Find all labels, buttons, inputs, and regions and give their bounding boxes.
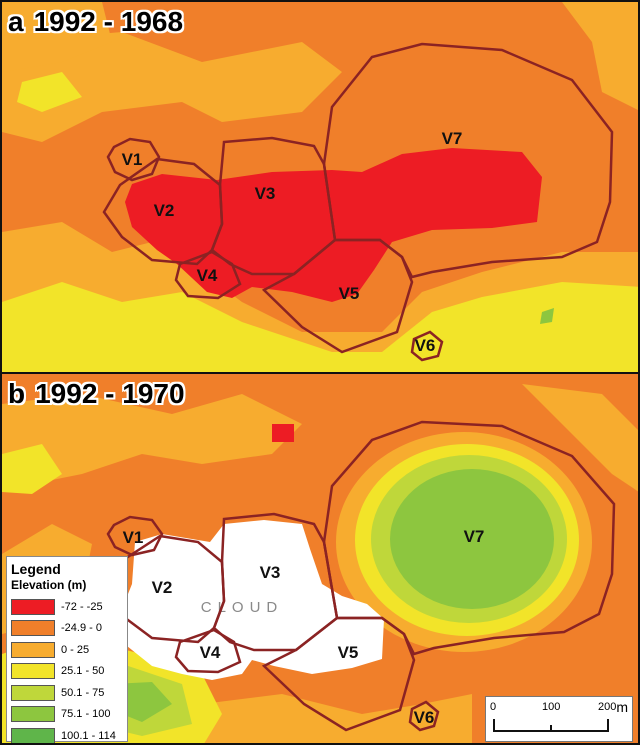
boundary-v1	[106, 137, 161, 182]
legend-item: 0 - 25	[11, 639, 123, 661]
zone-label-v1: V1	[123, 528, 144, 547]
boundary-v4	[174, 250, 242, 300]
legend-swatch	[11, 663, 55, 680]
scale-tick-label-200: 200	[598, 701, 617, 713]
map-a-canvas: V1 V2 V3 V4 V5 V6 V7	[2, 2, 638, 372]
legend-label: 100.1 - 114	[61, 729, 116, 742]
legend-item: 50.1 - 75	[11, 682, 123, 704]
panel-b-title: b 1992 - 1970	[8, 378, 185, 410]
zone-label-v2: V2	[154, 201, 175, 220]
scale-bar-line	[493, 719, 609, 732]
legend-swatch	[11, 706, 55, 723]
panel-b-letter: b	[8, 378, 26, 409]
zone-label-v6: V6	[414, 708, 435, 727]
zone-label-v2: V2	[152, 578, 173, 597]
zone-label-v3: V3	[255, 184, 276, 203]
boundary-v4	[174, 628, 242, 674]
map-b-zone-labels: V1 V2 V3 V4 V5 V6 V7	[123, 527, 485, 727]
panel-a-letter: a	[8, 6, 24, 37]
legend-item: -24.9 - 0	[11, 618, 123, 640]
boundary-v3	[212, 512, 339, 652]
map-b-region-red	[272, 424, 294, 442]
map-b-region-light	[202, 694, 472, 743]
legend-label: 75.1 - 100	[61, 708, 111, 721]
legend-label: -72 - -25	[61, 600, 103, 613]
map-a-region-yellow	[2, 282, 638, 372]
legend-swatch	[11, 684, 55, 701]
boundary-v7	[322, 420, 616, 656]
legend-swatch	[11, 598, 55, 615]
map-panel-a: V1 V2 V3 V4 V5 V6 V7 a 1992 - 1968	[0, 0, 640, 374]
map-b-region-light	[2, 394, 302, 484]
legend-label: -24.9 - 0	[61, 622, 102, 635]
legend-item: 75.1 - 100	[11, 704, 123, 726]
cloud-label: CLOUD	[201, 599, 284, 616]
legend-label: 0 - 25	[61, 643, 90, 656]
zone-label-v5: V5	[339, 284, 360, 303]
scale-tick-label-0: 0	[490, 701, 497, 713]
boundary-v6	[408, 700, 440, 732]
map-a-region-green	[540, 308, 554, 324]
legend-label: 50.1 - 75	[61, 686, 105, 699]
panel-a-title: a 1992 - 1968	[8, 6, 183, 38]
map-a-zone-labels: V1 V2 V3 V4 V5 V6 V7	[122, 129, 463, 355]
legend-item: -72 - -25	[11, 596, 123, 618]
legend-title: Legend	[11, 561, 61, 577]
legend-swatch	[11, 620, 55, 637]
map-a-region-yellow	[17, 72, 82, 112]
legend-subtitle: Elevation (m)	[11, 578, 87, 592]
legend-items: -72 - -25 -24.9 - 0 0 - 25 25.1 - 50 50.1 - …	[11, 596, 123, 743]
map-a-boundaries	[102, 42, 614, 362]
zone-label-v4: V4	[200, 643, 221, 662]
legend: Legend Elevation (m) -72 - -25 -24.9 - 0 0…	[6, 556, 128, 743]
boundary-v6	[410, 330, 444, 362]
boundary-v3	[210, 136, 337, 276]
map-b-region-light	[522, 384, 638, 492]
boundary-v1	[106, 515, 164, 557]
scale-tick-label-100: 100	[542, 701, 561, 713]
zone-label-v1: V1	[122, 150, 143, 169]
legend-item: 25.1 - 50	[11, 661, 123, 683]
boundary-v2	[102, 157, 224, 266]
legend-label: 25.1 - 50	[61, 665, 105, 678]
zone-label-v3: V3	[260, 563, 281, 582]
map-panel-b: CLOUD V1 V2 V3 V4 V5 V6 V7 b 1992 - 1970 …	[0, 372, 640, 745]
panel-a-period: 1992 - 1968	[33, 6, 184, 37]
map-b-dome-inner	[390, 469, 554, 609]
zone-label-v4: V4	[197, 266, 218, 285]
map-b-region-yellow	[2, 444, 62, 494]
legend-swatch	[11, 641, 55, 658]
map-a-region-light	[2, 2, 112, 72]
zone-label-v7: V7	[464, 527, 485, 546]
map-a-region-light	[2, 32, 342, 142]
legend-swatch	[11, 727, 55, 743]
boundary-v7	[322, 42, 614, 279]
map-a-region-light	[562, 2, 638, 110]
scale-unit: m	[616, 699, 628, 715]
legend-item: 100.1 - 114	[11, 725, 123, 743]
scale-bar: 0 100 200 m	[485, 696, 633, 742]
map-b-boundaries	[102, 420, 616, 732]
zone-label-v6: V6	[415, 336, 436, 355]
zone-label-v5: V5	[338, 643, 359, 662]
zone-label-v7: V7	[442, 129, 463, 148]
panel-b-period: 1992 - 1970	[35, 378, 185, 409]
